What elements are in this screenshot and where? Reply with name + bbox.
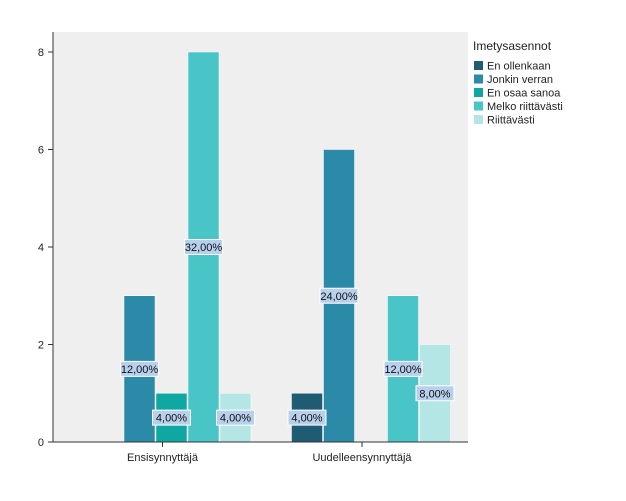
legend-swatch — [474, 101, 483, 111]
data-label-box — [319, 287, 359, 304]
legend-item: En ollenkaan — [487, 61, 551, 73]
data-label-box — [120, 360, 159, 377]
y-ticks-group: 0 2 4 6 8 — [38, 47, 53, 449]
legend-item: En osaa sanoa — [487, 88, 561, 100]
data-label: 12,00% — [384, 364, 422, 376]
legend-title: Imetysasennot — [473, 39, 552, 53]
legend-swatch — [474, 88, 483, 97]
legend-item: Melko riittävästi — [487, 101, 563, 113]
data-label-box — [184, 239, 223, 255]
data-label-box — [415, 385, 455, 402]
x-tick-label: Ensisynnyttäjä — [127, 452, 199, 464]
data-label-box — [216, 409, 255, 426]
x-ticks-group: Ensisynnyttäjä Uudelleensynnyttäjä — [127, 442, 412, 464]
data-label: 4,00% — [156, 413, 187, 425]
data-label: 32,00% — [185, 242, 223, 254]
data-label-box — [383, 360, 423, 377]
y-tick-label: 8 — [38, 47, 44, 59]
x-tick-label: Uudelleensynnyttäjä — [312, 452, 412, 464]
y-tick-label: 2 — [38, 340, 44, 352]
legend-swatch — [474, 74, 483, 84]
data-label: 4,00% — [291, 413, 322, 425]
y-tick-label: 6 — [38, 145, 44, 157]
y-tick-label: 0 — [38, 437, 44, 449]
data-label: 12,00% — [121, 364, 159, 376]
data-label-box — [287, 409, 327, 426]
legend-item: Jonkin verran — [487, 74, 553, 86]
legend-item: Riittävästi — [487, 115, 535, 127]
data-labels-group: 12,00% 4,00% 32,00% 4,00% 4,00% 24,00% 12,00% 8… — [120, 239, 455, 426]
data-label-box — [152, 409, 191, 426]
legend-swatch — [474, 61, 483, 70]
y-tick-label: 4 — [38, 242, 44, 254]
legend-swatch — [474, 115, 483, 124]
data-label: 8,00% — [419, 388, 450, 400]
data-label: 24,00% — [320, 291, 358, 303]
data-label: 4,00% — [220, 413, 251, 425]
